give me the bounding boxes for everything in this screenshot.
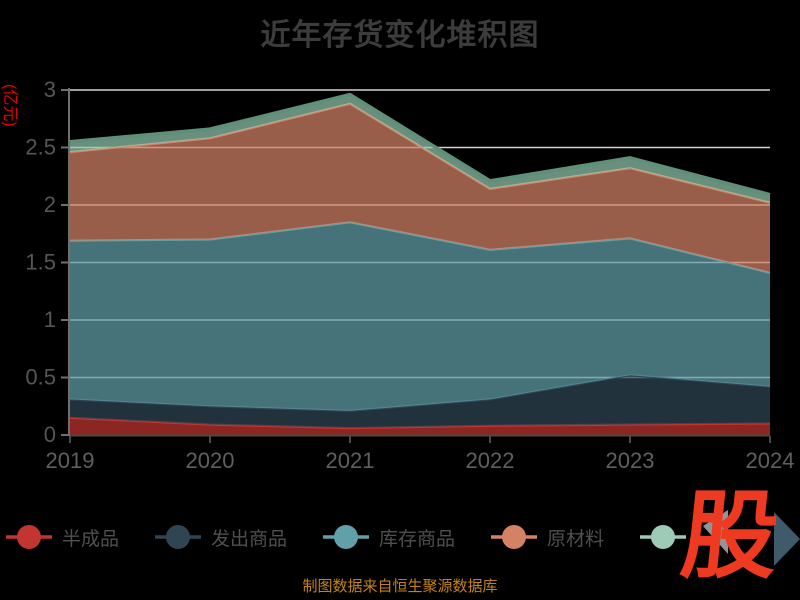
x-tick-label-2020: 2020 [186,448,235,473]
legend-marker-icon [155,525,202,549]
y-tick-label-2: 2 [44,192,56,217]
y-tick-label-0: 0 [44,422,56,447]
legend-marker-icon [6,525,52,549]
legend-item-半成品[interactable]: 半成品 [6,524,119,551]
line-series-3 [69,102,771,204]
legend-marker-icon [323,525,370,549]
legend-label: 库存商品 [379,528,456,550]
y-tick-label-1.5: 1.5 [25,250,56,275]
y-tick-label-1: 1 [44,307,56,332]
line-series-4 [69,92,771,197]
area-series-2[interactable] [70,222,770,411]
logo-gray-shape [703,510,728,554]
legend-item-发出商品[interactable]: 发出商品 [155,524,287,551]
area-series-1[interactable] [70,375,770,429]
chart-title: 近年存货变化堆积图 [260,19,540,52]
logo-text: 股 [676,483,784,590]
x-tick-label-2019: 2019 [46,448,95,473]
watermark-logo: 股 [670,483,800,600]
source-caption: 制图数据来自恒生聚源数据库 [302,578,498,595]
legend-item-库存商品[interactable]: 库存商品 [323,524,455,551]
legend: 半成品 发出商品 库存商品 原材料 [6,518,696,556]
legend-item-series-4[interactable] [640,524,696,550]
legend-label: 发出商品 [211,528,288,550]
x-tick-label-2021: 2021 [326,448,375,473]
legend-item-原材料[interactable]: 原材料 [491,524,604,551]
legend-marker-icon [640,525,687,549]
x-tick-label-2023: 2023 [606,448,655,473]
x-tick-label-2024: 2024 [746,448,795,473]
legend-label: 半成品 [62,528,120,550]
legend-label: 原材料 [547,528,605,550]
y-tick-label-2.5: 2.5 [25,135,56,160]
y-tick-label-3: 3 [44,77,56,102]
logo-arrow-icon [774,512,800,566]
line-series-0 [69,416,771,430]
legend-marker-icon [491,525,538,549]
area-series-3[interactable] [70,103,770,273]
x-tick-label-2022: 2022 [466,448,515,473]
y-tick-label-0.5: 0.5 [25,365,56,390]
area-series-0[interactable] [70,417,770,435]
